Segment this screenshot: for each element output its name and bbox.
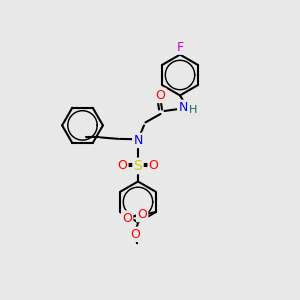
Text: S: S	[134, 159, 142, 173]
Text: H: H	[188, 105, 197, 116]
Text: N: N	[178, 101, 188, 114]
Text: O: O	[137, 208, 147, 221]
Text: O: O	[118, 159, 127, 172]
Text: N: N	[133, 134, 143, 147]
Text: O: O	[156, 89, 165, 102]
Text: O: O	[122, 212, 132, 225]
Text: O: O	[149, 159, 158, 172]
Text: O: O	[131, 228, 140, 241]
Text: F: F	[176, 40, 184, 54]
